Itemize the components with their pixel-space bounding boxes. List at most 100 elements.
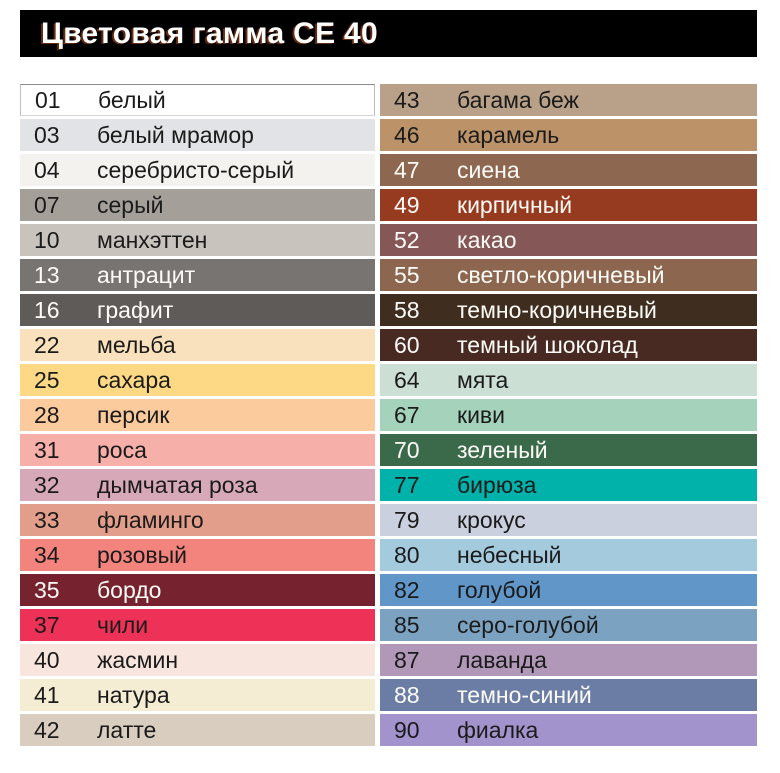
- palette-row: 77 бирюза: [380, 469, 757, 501]
- color-name: графит: [97, 296, 174, 323]
- page-title: Цветовая гамма CE 40: [41, 16, 379, 50]
- color-name: бордо: [97, 576, 162, 603]
- color-name: лаванда: [457, 646, 547, 673]
- palette-row: 37 чили: [20, 609, 375, 641]
- palette-row: 13 антрацит: [20, 259, 375, 291]
- color-name: розовый: [97, 541, 188, 568]
- color-code: 22: [34, 331, 60, 358]
- color-code: 31: [34, 436, 60, 463]
- color-code: 42: [34, 716, 60, 743]
- palette-row: 58 темно-коричневый: [380, 294, 757, 326]
- color-code: 90: [394, 716, 420, 743]
- color-code: 88: [394, 681, 420, 708]
- color-code: 41: [34, 681, 60, 708]
- palette-row: 46 карамель: [380, 119, 757, 151]
- palette-row: 34 розовый: [20, 539, 375, 571]
- palette-row: 33 фламинго: [20, 504, 375, 536]
- color-name: зеленый: [457, 436, 548, 463]
- palette-row: 52 какао: [380, 224, 757, 256]
- color-code: 16: [34, 296, 60, 323]
- color-code: 49: [394, 191, 420, 218]
- color-name: белый: [98, 86, 166, 113]
- color-name: темно-синий: [457, 681, 592, 708]
- color-code: 82: [394, 576, 420, 603]
- color-code: 10: [34, 226, 60, 253]
- color-code: 64: [394, 366, 420, 393]
- color-name: фламинго: [97, 506, 204, 533]
- palette-row: 16 графит: [20, 294, 375, 326]
- color-name: мята: [457, 366, 509, 393]
- color-name: мельба: [97, 331, 176, 358]
- color-name: натура: [97, 681, 170, 708]
- color-name: кирпичный: [457, 191, 573, 218]
- palette-row: 04 серебристо-серый: [20, 154, 375, 186]
- color-name: светло-коричневый: [457, 261, 665, 288]
- color-name: фиалка: [457, 716, 539, 743]
- palette-row: 01 белый: [20, 84, 375, 116]
- palette-row: 22 мельба: [20, 329, 375, 361]
- palette-row: 79 крокус: [380, 504, 757, 536]
- color-code: 87: [394, 646, 420, 673]
- color-code: 46: [394, 121, 420, 148]
- palette-row: 90 фиалка: [380, 714, 757, 746]
- color-code: 58: [394, 296, 420, 323]
- color-name: бирюза: [457, 471, 537, 498]
- color-name: латте: [97, 716, 157, 743]
- color-name: сахара: [97, 366, 171, 393]
- palette-row: 67 киви: [380, 399, 757, 431]
- palette-row: 88 темно-синий: [380, 679, 757, 711]
- palette-row: 42 латте: [20, 714, 375, 746]
- color-name: серебристо-серый: [97, 156, 295, 183]
- color-code: 80: [394, 541, 420, 568]
- color-name: персик: [97, 401, 170, 428]
- color-name: жасмин: [97, 646, 179, 673]
- color-code: 79: [394, 506, 420, 533]
- color-code: 77: [394, 471, 420, 498]
- palette-row: 32 дымчатая роза: [20, 469, 375, 501]
- palette-row: 41 натура: [20, 679, 375, 711]
- color-code: 47: [394, 156, 420, 183]
- color-name: небесный: [457, 541, 562, 568]
- color-code: 01: [35, 86, 61, 113]
- color-code: 03: [34, 121, 60, 148]
- color-name: серо-голубой: [457, 611, 599, 638]
- color-name: темный шоколад: [457, 331, 638, 358]
- palette-row: 28 персик: [20, 399, 375, 431]
- color-code: 25: [34, 366, 60, 393]
- palette-row: 47 сиена: [380, 154, 757, 186]
- title-bar: Цветовая гамма CE 40: [20, 10, 757, 57]
- palette-row: 85 серо-голубой: [380, 609, 757, 641]
- color-code: 85: [394, 611, 420, 638]
- palette-row: 40 жасмин: [20, 644, 375, 676]
- color-code: 43: [394, 86, 420, 113]
- color-name: крокус: [457, 506, 526, 533]
- palette-row: 49 кирпичный: [380, 189, 757, 221]
- color-name: антрацит: [97, 261, 196, 288]
- color-name: киви: [457, 401, 505, 428]
- color-code: 33: [34, 506, 60, 533]
- color-code: 28: [34, 401, 60, 428]
- palette-row: 55 светло-коричневый: [380, 259, 757, 291]
- palette-column-left: 01 белый 03 белый мрамор 04 серебристо-с…: [20, 84, 375, 746]
- color-name: какао: [457, 226, 517, 253]
- color-code: 13: [34, 261, 60, 288]
- palette-row: 10 манхэттен: [20, 224, 375, 256]
- palette-row: 82 голубой: [380, 574, 757, 606]
- palette-row: 70 зеленый: [380, 434, 757, 466]
- color-name: серый: [97, 191, 164, 218]
- color-code: 07: [34, 191, 60, 218]
- color-code: 55: [394, 261, 420, 288]
- palette-row: 87 лаванда: [380, 644, 757, 676]
- color-name: чили: [97, 611, 149, 638]
- palette-row: 35 бордо: [20, 574, 375, 606]
- color-code: 32: [34, 471, 60, 498]
- color-name: багама беж: [457, 86, 579, 113]
- color-name: сиена: [457, 156, 520, 183]
- color-code: 70: [394, 436, 420, 463]
- color-code: 67: [394, 401, 420, 428]
- color-code: 37: [34, 611, 60, 638]
- color-code: 34: [34, 541, 60, 568]
- color-name: белый мрамор: [97, 121, 254, 148]
- palette-row: 43 багама беж: [380, 84, 757, 116]
